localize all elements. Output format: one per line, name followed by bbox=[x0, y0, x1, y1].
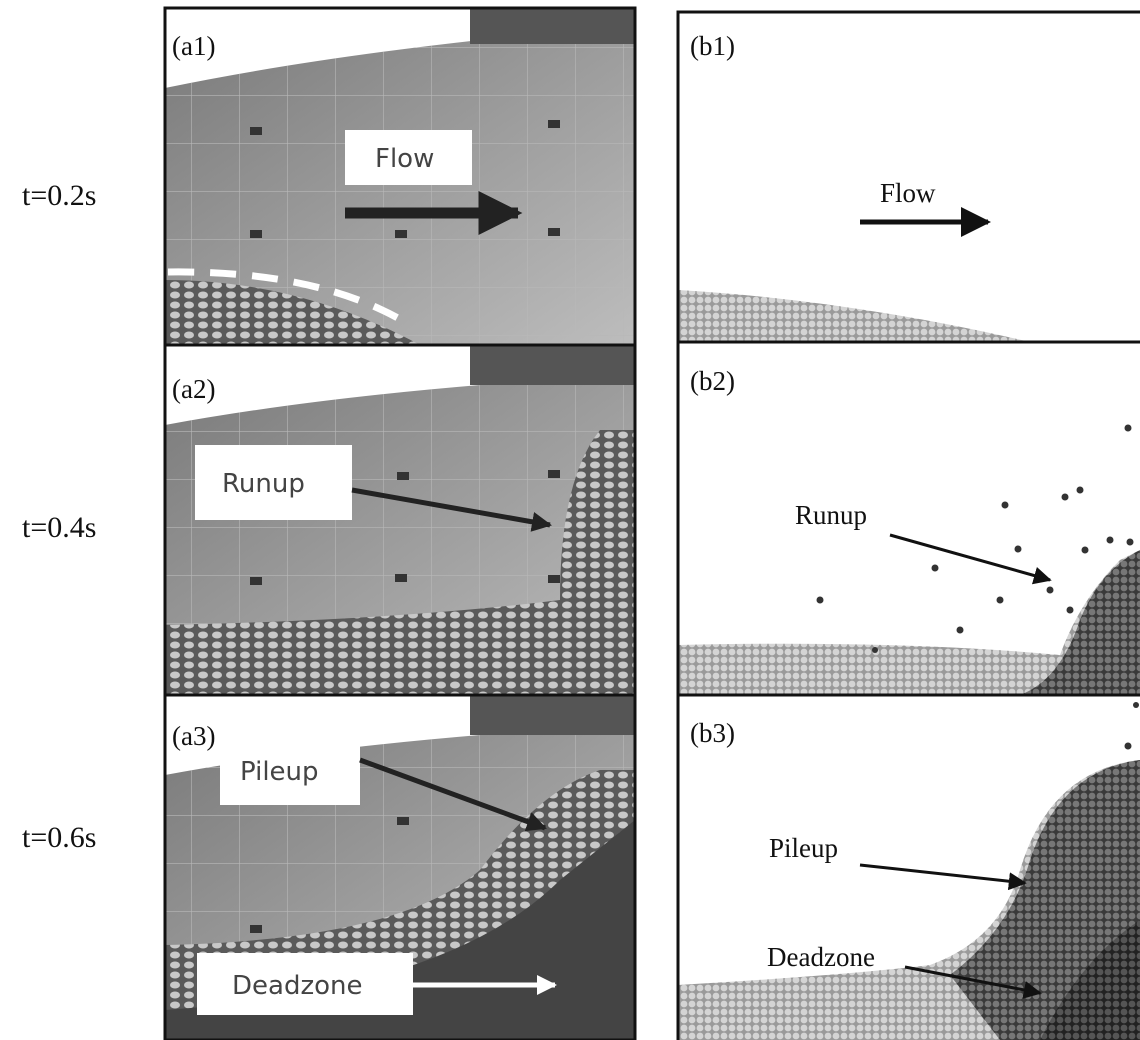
time-label: t=0.6s bbox=[22, 821, 96, 854]
time-label: t=0.2s bbox=[22, 179, 96, 212]
time-label: t=0.4s bbox=[22, 511, 96, 544]
annotation: Runup bbox=[222, 469, 305, 499]
simulation-panel bbox=[678, 342, 1140, 695]
panel-label: (b2) bbox=[690, 366, 735, 396]
annotation: Flow bbox=[880, 178, 936, 208]
annotation: Flow bbox=[375, 144, 434, 174]
annotation: Deadzone bbox=[767, 942, 875, 972]
annotation: Pileup bbox=[240, 757, 319, 787]
annotation: Deadzone bbox=[232, 971, 362, 1001]
figure: t=0.2s t=0.4s t=0.6s (a1) Flow (a2) Runu… bbox=[0, 0, 1140, 1040]
panel-label: (a3) bbox=[172, 721, 215, 751]
panel-label: (a2) bbox=[172, 374, 215, 404]
photo-panel bbox=[165, 8, 635, 345]
simulation-panel bbox=[678, 12, 1140, 342]
annotation: Pileup bbox=[769, 833, 838, 863]
panel-label: (b3) bbox=[690, 718, 735, 748]
panel-label: (a1) bbox=[172, 31, 215, 61]
annotation: Runup bbox=[795, 500, 867, 530]
panel-label: (b1) bbox=[690, 31, 735, 61]
photo-panel bbox=[165, 345, 635, 695]
simulation-panel bbox=[678, 695, 1140, 1040]
